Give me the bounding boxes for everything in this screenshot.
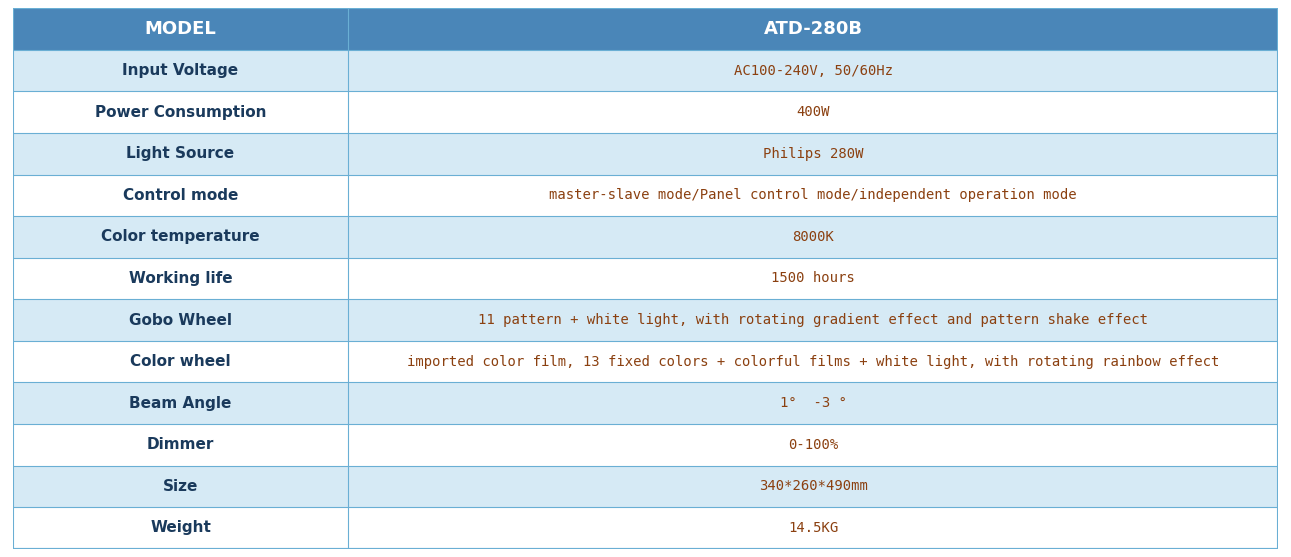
Text: MODEL: MODEL <box>145 20 217 38</box>
Bar <box>13 91 349 133</box>
Text: 0-100%: 0-100% <box>788 438 838 452</box>
Bar <box>349 174 1278 216</box>
Text: ATD-280B: ATD-280B <box>764 20 862 38</box>
Text: Input Voltage: Input Voltage <box>123 63 239 78</box>
Text: 14.5KG: 14.5KG <box>788 521 838 535</box>
Text: Dimmer: Dimmer <box>147 437 214 452</box>
Bar <box>13 258 349 299</box>
Bar <box>349 466 1278 507</box>
Text: 1500 hours: 1500 hours <box>771 271 855 286</box>
Bar <box>349 507 1278 549</box>
Bar <box>349 424 1278 466</box>
Bar <box>349 50 1278 91</box>
Bar <box>349 133 1278 174</box>
Bar <box>349 383 1278 424</box>
Text: Gobo Wheel: Gobo Wheel <box>129 312 232 328</box>
Bar <box>13 424 349 466</box>
Text: 8000K: 8000K <box>793 230 834 244</box>
Text: Color temperature: Color temperature <box>101 229 259 245</box>
Text: AC100-240V, 50/60Hz: AC100-240V, 50/60Hz <box>733 63 892 77</box>
Bar <box>13 50 349 91</box>
Bar <box>349 216 1278 258</box>
Bar <box>349 91 1278 133</box>
Bar <box>13 216 349 258</box>
Bar <box>349 341 1278 383</box>
Bar <box>349 299 1278 341</box>
Text: Control mode: Control mode <box>123 188 239 203</box>
Text: Weight: Weight <box>150 520 210 535</box>
Text: Color wheel: Color wheel <box>130 354 231 369</box>
Bar <box>13 174 349 216</box>
Bar <box>13 133 349 174</box>
Bar <box>13 466 349 507</box>
Bar <box>13 299 349 341</box>
Bar <box>13 341 349 383</box>
Text: 1°  -3 °: 1° -3 ° <box>780 396 847 410</box>
Text: Working life: Working life <box>129 271 232 286</box>
Text: Beam Angle: Beam Angle <box>129 395 231 411</box>
Bar <box>13 383 349 424</box>
Text: Power Consumption: Power Consumption <box>94 105 266 120</box>
Text: Size: Size <box>163 479 199 494</box>
Text: 340*260*490mm: 340*260*490mm <box>759 480 868 494</box>
Text: Light Source: Light Source <box>127 146 235 162</box>
Text: imported color film, 13 fixed colors + colorful films + white light, with rotati: imported color film, 13 fixed colors + c… <box>407 355 1219 369</box>
Bar <box>13 507 349 549</box>
Text: 11 pattern + white light, with rotating gradient effect and pattern shake effect: 11 pattern + white light, with rotating … <box>478 313 1148 327</box>
Bar <box>13 8 1278 50</box>
Text: 400W: 400W <box>797 105 830 119</box>
Text: master-slave mode/Panel control mode/independent operation mode: master-slave mode/Panel control mode/ind… <box>550 188 1077 202</box>
Text: Philips 280W: Philips 280W <box>763 147 864 161</box>
Bar <box>349 258 1278 299</box>
